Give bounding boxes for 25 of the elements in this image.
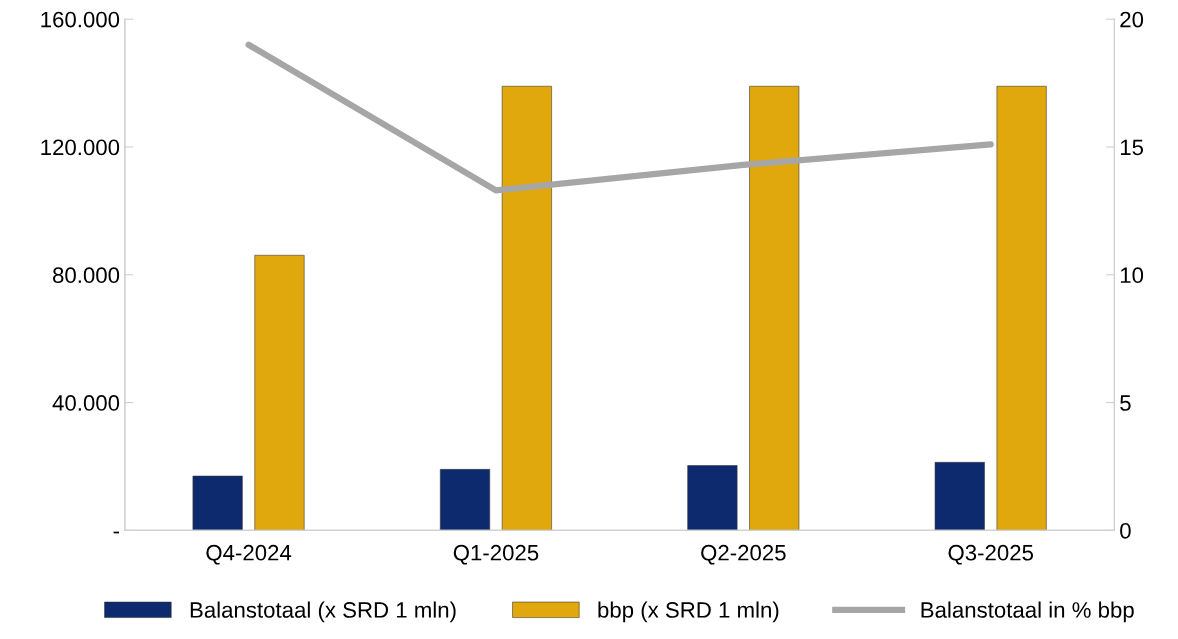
y2-tick-label: 15 xyxy=(1120,139,1144,156)
bar xyxy=(254,255,305,531)
bar xyxy=(934,462,985,531)
y-tick-label: 160.000 xyxy=(41,11,120,28)
y2-tick-label: 10 xyxy=(1120,267,1144,284)
y2-tick-label: 5 xyxy=(1120,395,1131,411)
x-tick-label: Q3-2025 xyxy=(948,544,1034,565)
x-tick-label: Q2-2025 xyxy=(701,544,786,565)
bar xyxy=(996,85,1047,531)
legend-label: Balanstotaal in % bbp xyxy=(921,601,1134,623)
y-tick-label: 40.000 xyxy=(52,395,120,411)
x-tick-label: Q1-2025 xyxy=(453,544,539,565)
legend-label: Balanstotaal (x SRD 1 mln) xyxy=(190,601,456,623)
y2-tick-label: 0 xyxy=(1120,522,1131,539)
x-tick-label: Q4-2024 xyxy=(206,544,292,565)
bar xyxy=(440,469,491,531)
bar xyxy=(749,85,800,531)
y-tick-label: 120.000 xyxy=(41,139,120,156)
y-tick-label: 80.000 xyxy=(53,267,120,284)
bar xyxy=(501,85,552,531)
bar xyxy=(192,475,243,531)
y2-tick-label: 20 xyxy=(1120,11,1144,28)
y-tick-label: - xyxy=(113,531,120,534)
legend-label: bbp (x SRD 1 mln) xyxy=(598,601,779,623)
bar xyxy=(687,465,738,531)
